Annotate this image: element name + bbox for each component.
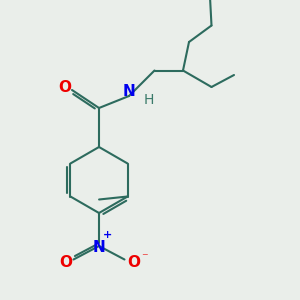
Text: O: O <box>59 255 73 270</box>
Text: N: N <box>93 240 105 255</box>
Text: O: O <box>127 255 140 270</box>
Text: +: + <box>103 230 112 241</box>
Text: ⁻: ⁻ <box>141 251 147 265</box>
Text: H: H <box>143 94 154 107</box>
Text: O: O <box>58 80 71 94</box>
Text: N: N <box>123 84 135 99</box>
